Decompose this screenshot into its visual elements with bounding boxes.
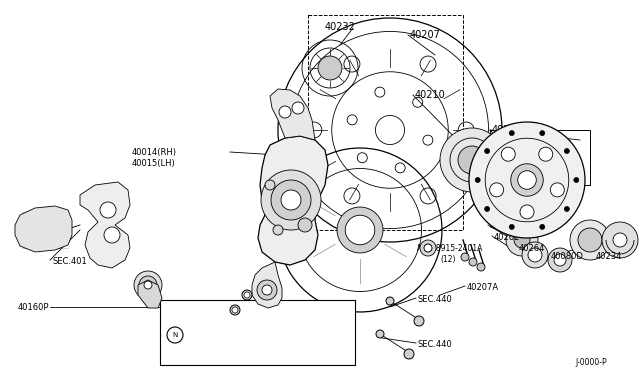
Text: 40014(RH): 40014(RH) — [132, 148, 177, 157]
Circle shape — [440, 128, 504, 192]
Circle shape — [484, 206, 490, 211]
Bar — [160, 300, 355, 365]
Circle shape — [298, 218, 312, 232]
Text: SEC.440: SEC.440 — [288, 178, 323, 187]
Text: 40210: 40210 — [415, 90, 445, 100]
Circle shape — [511, 164, 543, 196]
Circle shape — [539, 147, 553, 161]
Text: 40207: 40207 — [410, 30, 441, 40]
Circle shape — [550, 183, 564, 197]
Circle shape — [404, 349, 414, 359]
Circle shape — [540, 131, 545, 136]
Circle shape — [273, 225, 283, 235]
Text: 40264: 40264 — [519, 244, 545, 253]
Circle shape — [501, 147, 515, 161]
Text: 40232: 40232 — [325, 22, 356, 32]
Text: 08915-2401A: 08915-2401A — [432, 244, 483, 253]
Text: 40234: 40234 — [596, 252, 622, 261]
Circle shape — [262, 285, 272, 295]
Circle shape — [461, 253, 469, 261]
Circle shape — [506, 224, 538, 256]
Circle shape — [292, 102, 304, 114]
Text: M: M — [417, 244, 424, 253]
Circle shape — [414, 316, 424, 326]
Circle shape — [386, 297, 394, 305]
Circle shape — [345, 215, 375, 245]
Circle shape — [514, 232, 530, 248]
Circle shape — [261, 170, 321, 230]
Text: 40080D: 40080D — [551, 252, 584, 261]
Polygon shape — [138, 280, 162, 308]
Text: SEC.440: SEC.440 — [418, 340, 452, 349]
Circle shape — [376, 330, 384, 338]
Circle shape — [484, 148, 490, 154]
Circle shape — [540, 224, 545, 230]
Circle shape — [318, 56, 342, 80]
Polygon shape — [80, 182, 130, 268]
Circle shape — [574, 177, 579, 183]
Bar — [490, 130, 590, 185]
Circle shape — [337, 207, 383, 253]
Circle shape — [475, 177, 480, 183]
Circle shape — [528, 248, 542, 262]
Circle shape — [271, 180, 311, 220]
Text: 08911-646JA: 08911-646JA — [192, 340, 246, 349]
Text: (2): (2) — [210, 351, 221, 360]
Text: 08921-3252A: 08921-3252A — [265, 318, 321, 327]
Polygon shape — [258, 136, 328, 265]
Text: 40207A: 40207A — [467, 283, 499, 292]
Bar — [308, 15, 463, 230]
Text: 40262: 40262 — [494, 233, 520, 242]
Circle shape — [522, 242, 548, 268]
Circle shape — [509, 131, 515, 136]
Circle shape — [564, 206, 570, 211]
Text: J-0000-P: J-0000-P — [575, 358, 607, 367]
Circle shape — [167, 327, 183, 343]
Text: 40202M: 40202M — [533, 140, 572, 150]
Circle shape — [230, 305, 240, 315]
Circle shape — [265, 180, 275, 190]
Circle shape — [420, 240, 436, 256]
Circle shape — [104, 227, 120, 243]
Circle shape — [490, 183, 504, 197]
Polygon shape — [252, 262, 282, 308]
Text: N: N — [172, 332, 178, 338]
Text: PIN (2): PIN (2) — [276, 329, 305, 338]
Circle shape — [232, 307, 238, 313]
Text: SEC.401: SEC.401 — [52, 257, 87, 266]
Circle shape — [602, 222, 638, 258]
Text: 40215: 40215 — [490, 222, 516, 231]
Circle shape — [509, 224, 515, 230]
Circle shape — [578, 228, 602, 252]
Circle shape — [424, 244, 432, 252]
Circle shape — [554, 254, 566, 266]
Circle shape — [244, 292, 250, 298]
Circle shape — [570, 220, 610, 260]
Circle shape — [458, 146, 486, 174]
Circle shape — [242, 290, 252, 300]
Circle shape — [469, 122, 585, 238]
Text: 40015(LH): 40015(LH) — [132, 159, 176, 168]
Circle shape — [477, 263, 485, 271]
Text: SEC.440: SEC.440 — [418, 295, 452, 304]
Circle shape — [134, 271, 162, 299]
Circle shape — [613, 233, 627, 247]
Polygon shape — [270, 89, 315, 140]
Circle shape — [100, 202, 116, 218]
Text: 40222: 40222 — [492, 125, 523, 135]
Circle shape — [257, 280, 277, 300]
Circle shape — [518, 171, 536, 189]
Circle shape — [139, 276, 157, 294]
Polygon shape — [15, 206, 72, 252]
Circle shape — [279, 106, 291, 118]
Circle shape — [564, 148, 570, 154]
Circle shape — [469, 258, 477, 266]
Circle shape — [281, 190, 301, 210]
Text: (12): (12) — [440, 255, 456, 264]
Text: 40160P: 40160P — [18, 303, 49, 312]
Circle shape — [548, 248, 572, 272]
Circle shape — [520, 205, 534, 219]
Circle shape — [144, 281, 152, 289]
